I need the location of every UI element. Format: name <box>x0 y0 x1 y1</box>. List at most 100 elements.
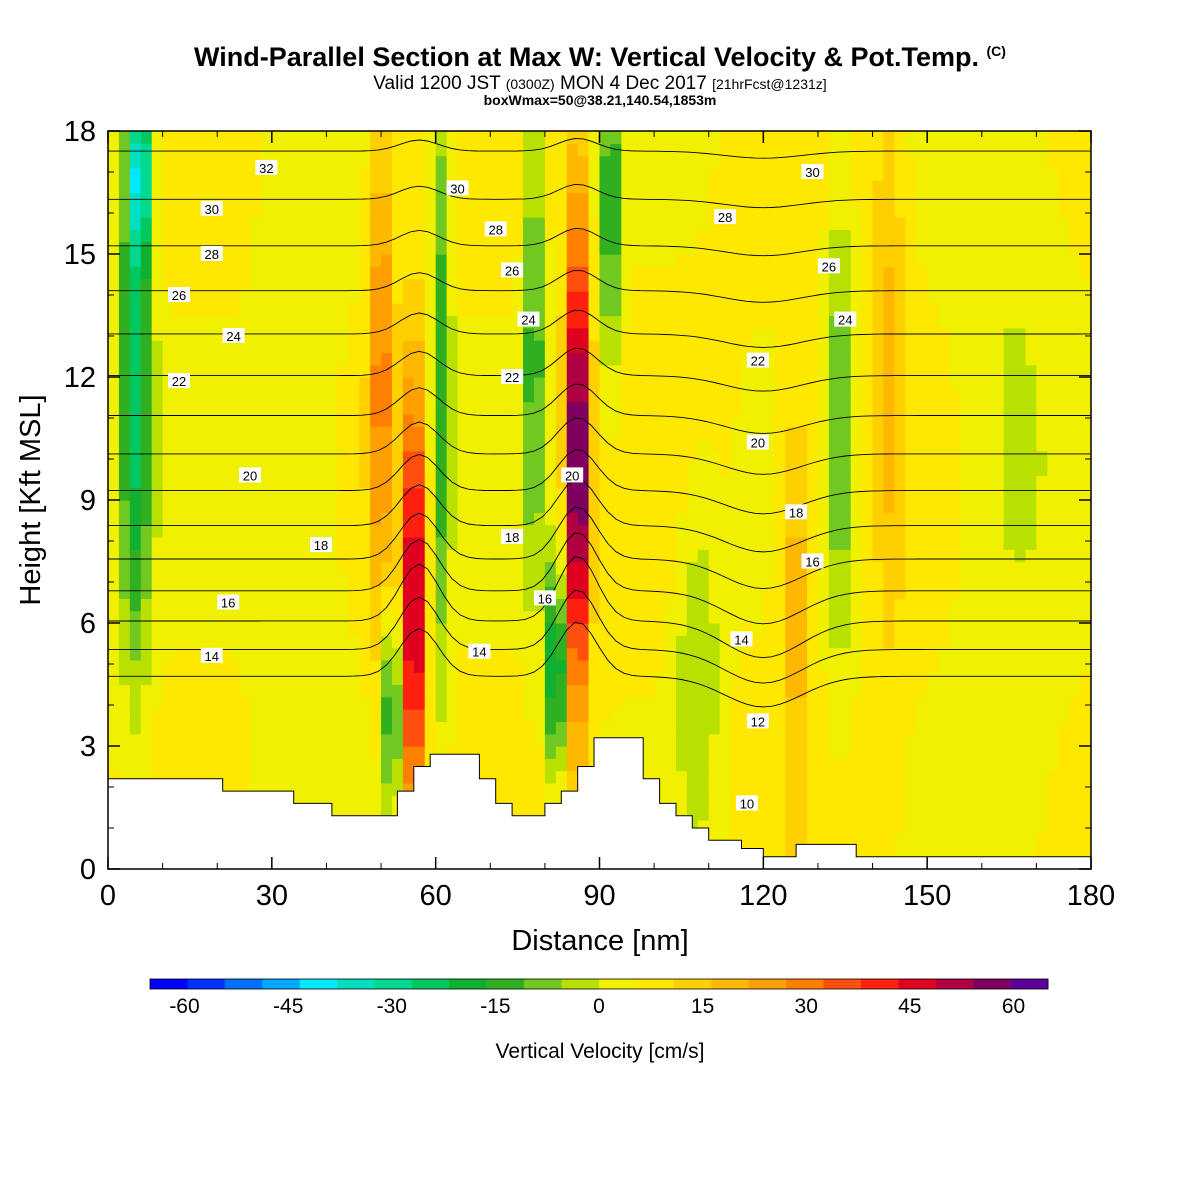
w-cell <box>686 770 699 784</box>
w-cell <box>108 487 120 501</box>
w-cell <box>665 733 677 747</box>
w-cell <box>796 647 808 661</box>
w-cell <box>228 586 240 599</box>
w-cell <box>512 413 524 427</box>
w-cell <box>490 758 502 772</box>
w-cell <box>162 512 175 526</box>
w-cell <box>665 315 677 329</box>
w-cell <box>140 573 153 587</box>
w-cell <box>643 463 655 476</box>
w-cell <box>282 659 295 673</box>
w-cell <box>162 659 175 673</box>
w-cell <box>883 844 895 858</box>
w-cell <box>643 290 655 304</box>
w-cell <box>424 586 437 599</box>
w-cell <box>457 721 470 735</box>
w-cell <box>118 352 131 366</box>
w-cell <box>468 315 480 329</box>
w-cell <box>817 512 830 526</box>
w-cell <box>796 315 808 329</box>
w-cell <box>413 352 426 366</box>
w-cell <box>402 389 415 403</box>
w-cell <box>370 241 382 255</box>
w-cell <box>359 155 371 169</box>
w-cell <box>468 659 480 673</box>
w-cell <box>577 536 590 550</box>
w-cell <box>665 192 677 206</box>
w-cell <box>807 807 819 821</box>
w-cell <box>370 438 382 452</box>
w-cell <box>839 549 852 563</box>
w-cell <box>588 635 601 649</box>
w-cell <box>675 536 688 550</box>
w-cell <box>217 143 229 157</box>
w-cell <box>293 536 306 550</box>
w-cell <box>424 573 437 587</box>
w-cell <box>588 721 601 735</box>
w-cell <box>959 167 972 181</box>
w-cell <box>588 610 601 624</box>
w-cell <box>337 229 349 243</box>
w-cell <box>533 389 546 403</box>
w-cell <box>686 721 699 735</box>
w-cell <box>424 254 437 267</box>
w-cell <box>675 782 688 796</box>
w-cell <box>697 610 710 624</box>
w-cell <box>523 229 535 243</box>
w-cell <box>533 266 546 280</box>
w-cell <box>391 217 404 230</box>
w-cell <box>785 450 797 464</box>
w-cell <box>894 844 906 858</box>
w-cell <box>883 586 895 599</box>
w-cell <box>566 352 579 366</box>
w-cell <box>293 315 306 329</box>
w-cell <box>817 549 830 563</box>
w-cell <box>796 672 808 686</box>
w-cell <box>883 229 895 243</box>
w-cell <box>271 241 284 255</box>
w-cell <box>665 303 677 317</box>
w-cell <box>577 180 590 194</box>
w-cell <box>730 254 743 267</box>
w-cell <box>337 204 349 218</box>
w-cell <box>435 721 448 735</box>
w-cell <box>239 290 251 304</box>
w-cell <box>260 364 273 378</box>
w-cell <box>686 327 699 341</box>
w-cell <box>566 635 579 649</box>
w-cell <box>282 733 295 747</box>
w-cell <box>599 327 612 341</box>
w-cell <box>992 475 1005 489</box>
w-cell <box>118 241 131 255</box>
w-cell <box>588 352 601 366</box>
w-cell <box>566 696 579 710</box>
w-cell <box>533 315 546 329</box>
w-cell <box>927 672 939 686</box>
w-cell <box>359 167 371 181</box>
w-cell <box>752 377 764 390</box>
w-cell <box>381 450 393 464</box>
w-cell <box>839 192 852 206</box>
w-cell <box>282 315 295 329</box>
w-cell <box>894 721 906 735</box>
w-cell <box>151 610 164 624</box>
w-cell <box>1014 770 1027 784</box>
w-cell <box>610 623 622 636</box>
w-cell <box>763 377 775 390</box>
w-cell <box>927 524 939 538</box>
w-cell <box>413 586 426 599</box>
w-cell <box>850 290 863 304</box>
w-cell <box>337 561 349 575</box>
w-cell <box>173 167 186 181</box>
w-cell <box>206 340 218 353</box>
w-cell <box>643 155 655 169</box>
w-cell <box>850 733 863 747</box>
w-cell <box>217 229 229 243</box>
w-cell <box>337 512 349 526</box>
w-cell <box>490 143 502 157</box>
w-cell <box>807 340 819 353</box>
w-cell <box>501 586 513 599</box>
w-cell <box>118 770 131 784</box>
w-cell <box>828 659 841 673</box>
w-cell <box>839 500 852 513</box>
